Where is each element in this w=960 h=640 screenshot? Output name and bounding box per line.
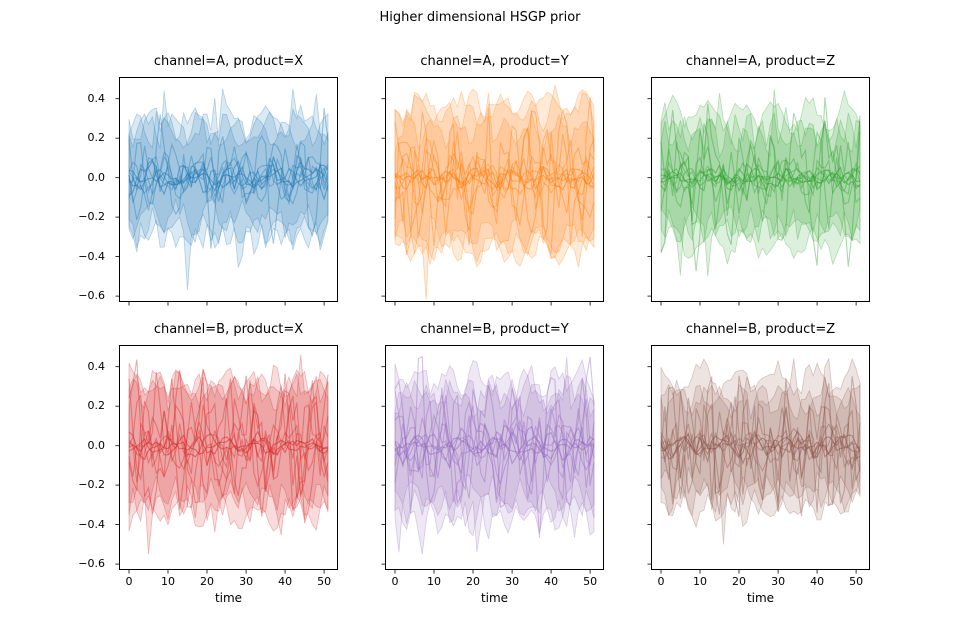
- y-axis-tick-labels: 0.4 0.2 0.0 −0.2 −0.4 −0.6: [71, 77, 113, 302]
- y-tick-label: −0.6: [78, 289, 105, 303]
- subplot-channel-B-product-Y: channel=B, product=Y 0 10 20 30 40 50 time: [381, 322, 604, 605]
- y-tick-label: 0.4: [87, 359, 106, 373]
- subplot-channel-A-product-Z: channel=A, product=Z: [647, 54, 870, 306]
- x-tick-label: 0: [125, 575, 133, 588]
- subplot-title: channel=A, product=Y: [420, 54, 569, 69]
- y-tick-label: −0.2: [78, 210, 105, 224]
- subplot-title: channel=B, product=Y: [420, 322, 569, 337]
- x-tick-label: 0: [657, 575, 665, 588]
- subplot-title: channel=A, product=X: [153, 54, 304, 69]
- x-tick-label: 50: [849, 575, 864, 588]
- subplot-title: channel=B, product=X: [153, 322, 304, 337]
- x-tick-label: 0: [391, 575, 399, 588]
- x-tick-label: 40: [278, 575, 293, 588]
- x-tick-label: 30: [239, 575, 254, 588]
- x-tick-label: 20: [466, 575, 480, 588]
- x-tick-label: 20: [200, 575, 214, 588]
- x-tick-label: 50: [583, 575, 598, 588]
- plot-area: [115, 345, 338, 574]
- plot-area: [647, 77, 870, 306]
- y-tick-label: 0.2: [87, 399, 106, 413]
- x-tick-label: 30: [505, 575, 520, 588]
- subplot-title: channel=B, product=Z: [685, 322, 836, 337]
- x-tick-label: 40: [810, 575, 825, 588]
- y-tick-label: −0.2: [78, 478, 105, 492]
- x-tick-label: 10: [427, 575, 441, 588]
- plot-area: [647, 345, 870, 574]
- x-axis-label: time: [746, 591, 775, 605]
- y-tick-label: −0.4: [78, 249, 105, 263]
- x-tick-label: 10: [693, 575, 707, 588]
- subplot-channel-A-product-X: channel=A, product=X 0.4 0.2 0.0 −0.2 −0.4 −0…: [78, 54, 338, 306]
- plot-area: [381, 345, 604, 574]
- y-tick-label: 0.4: [87, 91, 106, 105]
- x-tick-label: 10: [161, 575, 175, 588]
- subplot-channel-B-product-Z: channel=B, product=Z 0 10 20 30 40 50 time: [647, 322, 870, 605]
- x-tick-label: 20: [732, 575, 746, 588]
- y-tick-label: 0.0: [87, 170, 106, 184]
- y-tick-label: 0.2: [87, 131, 106, 145]
- x-tick-label: 30: [771, 575, 786, 588]
- x-tick-label: 40: [544, 575, 559, 588]
- y-tick-label: −0.6: [78, 557, 105, 571]
- subplot-channel-B-product-X: channel=B, product=X 0.4 0.2 0.0 −0.2 −0.4 −0…: [78, 322, 338, 605]
- figure-suptitle: Higher dimensional HSGP prior: [379, 10, 581, 25]
- y-axis-tick-labels: 0.4 0.2 0.0 −0.2 −0.4 −0.6: [71, 345, 113, 570]
- x-axis-label: time: [480, 591, 509, 605]
- x-tick-label: 50: [317, 575, 332, 588]
- subplot-channel-A-product-Y: channel=A, product=Y: [381, 54, 604, 306]
- plot-area: [381, 77, 604, 306]
- subplot-title: channel=A, product=Z: [685, 54, 836, 69]
- y-tick-label: 0.0: [87, 438, 106, 452]
- plot-area: [115, 77, 338, 306]
- x-axis-label: time: [214, 591, 243, 605]
- y-tick-label: −0.4: [78, 517, 105, 531]
